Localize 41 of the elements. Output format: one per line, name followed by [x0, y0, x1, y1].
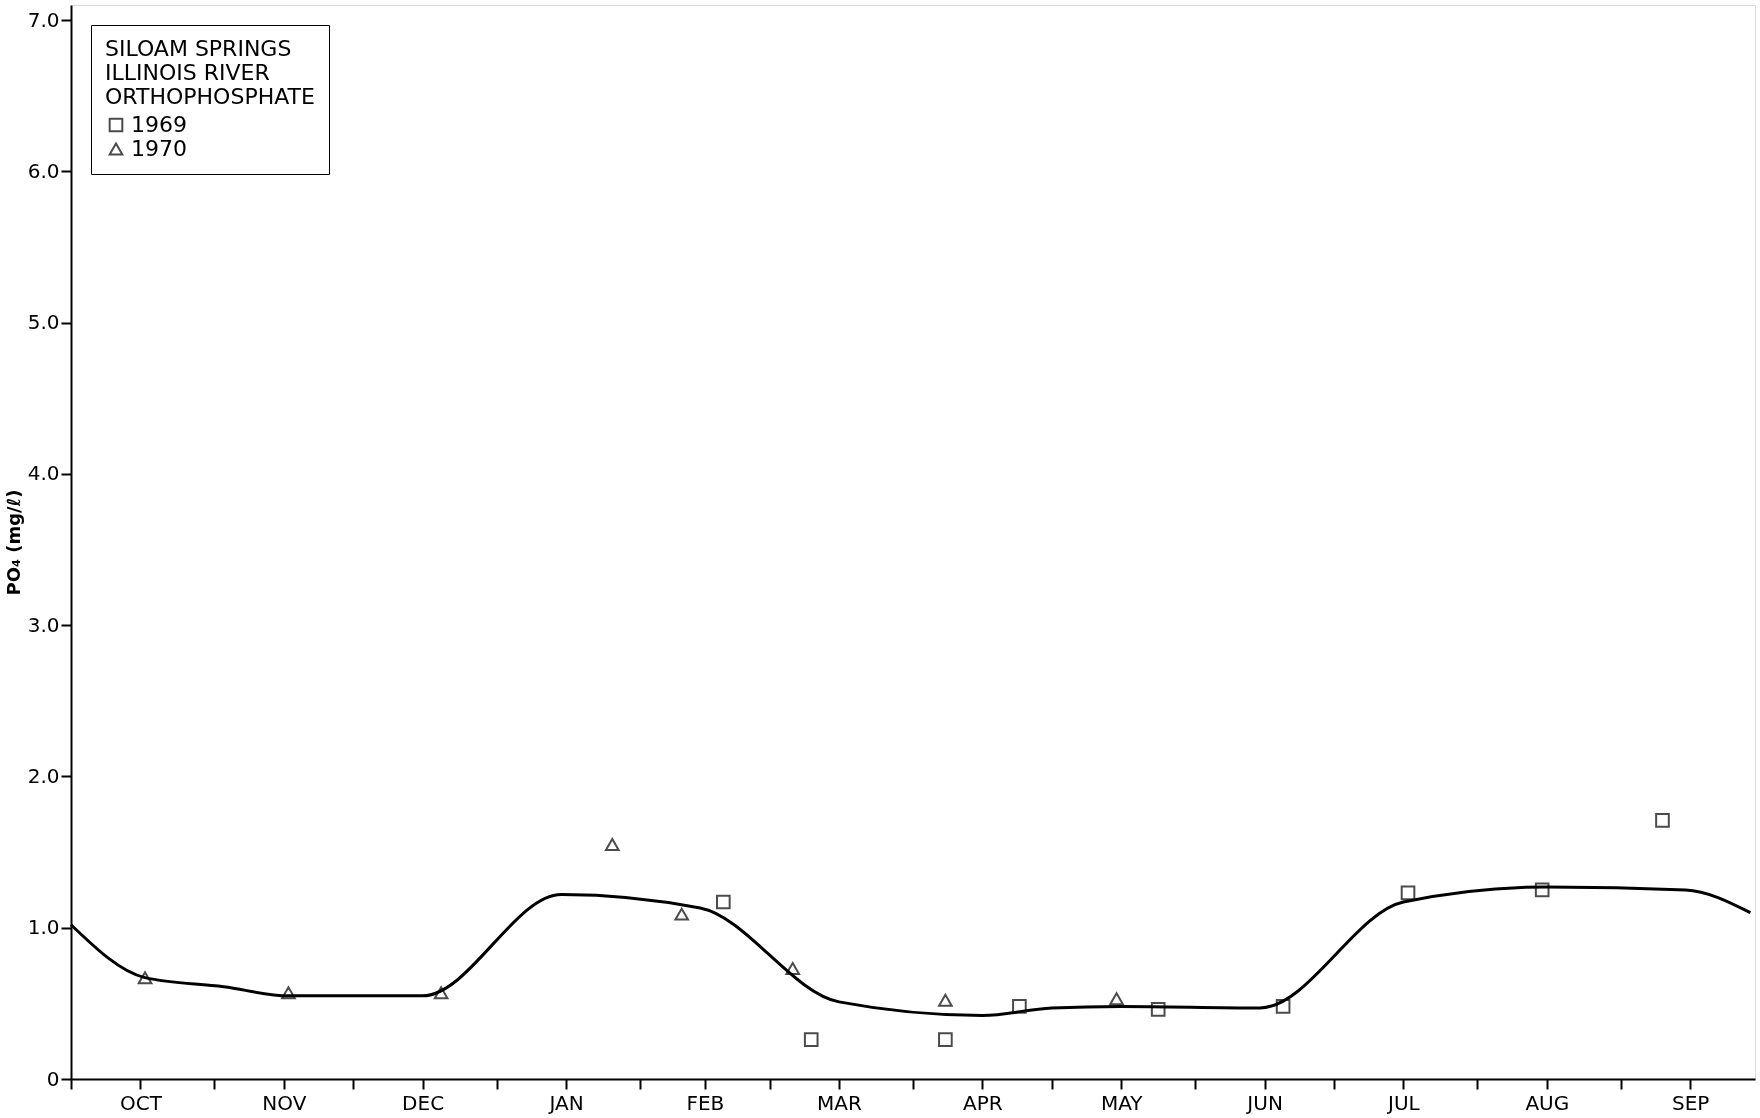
point [1400, 885, 1416, 901]
y-tick-label: 7.0 [27, 7, 60, 32]
point [604, 838, 620, 852]
x-tick-label: JUL [1386, 1090, 1421, 1115]
x-tick-label: SEP [1672, 1090, 1710, 1115]
legend-title: SILOAM SPRINGS ILLINOIS RIVER ORTHOPHOSPHATE [105, 36, 315, 109]
point [674, 907, 690, 921]
x-tick-label: FEB [686, 1090, 725, 1115]
point [1150, 1002, 1166, 1017]
y-tick-label: 1.0 [27, 915, 60, 940]
x-tick-label: MAY [1100, 1090, 1144, 1115]
point [137, 971, 153, 985]
point [715, 894, 731, 910]
point [938, 1032, 953, 1047]
point [1655, 813, 1670, 828]
point [433, 986, 449, 1000]
y-tick-label: 3.0 [27, 612, 60, 637]
y-axis-title: PO₄ (mg/ℓ) [2, 489, 24, 596]
point [803, 1032, 819, 1047]
point [1012, 999, 1027, 1014]
point [1275, 999, 1291, 1014]
x-tick-label: APR [963, 1090, 1003, 1115]
point [1109, 992, 1124, 1006]
point [281, 986, 296, 1000]
y-tick-label: 4.0 [27, 461, 60, 486]
y-tick-label: 5.0 [27, 310, 60, 335]
x-tick-label: JUN [1245, 1090, 1283, 1115]
x-tick-label: MAR [817, 1090, 862, 1115]
x-tick-label: DEC [402, 1090, 445, 1115]
y-tick-label: 0 [46, 1066, 60, 1091]
point [938, 993, 953, 1007]
x-tick-label: JAN [547, 1090, 584, 1115]
point [1534, 882, 1550, 898]
x-tick-label: AUG [1525, 1090, 1570, 1115]
x-tick-label: OCT [119, 1090, 163, 1115]
point [785, 962, 801, 976]
legend-label: 1970 [131, 136, 187, 161]
x-tick-label: NOV [262, 1090, 307, 1115]
legend-label: 1969 [131, 112, 187, 137]
y-tick-label: 2.0 [27, 763, 60, 788]
y-tick-label: 6.0 [27, 158, 60, 183]
